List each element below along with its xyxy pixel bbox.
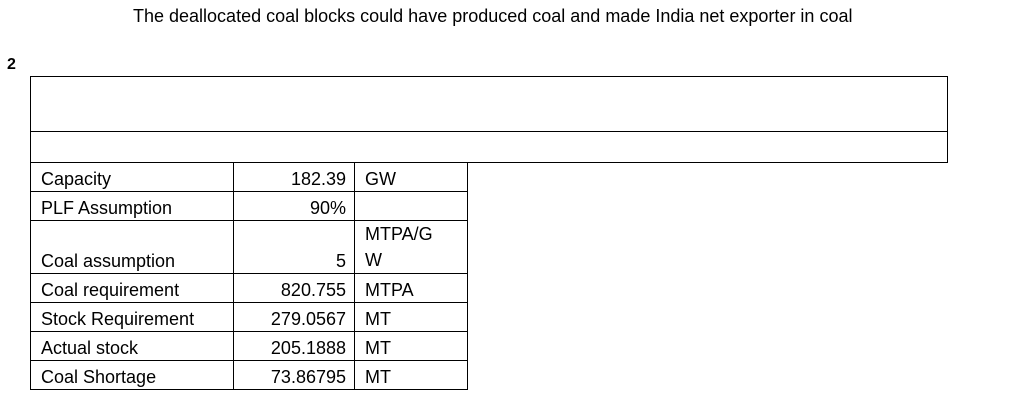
row-value: 5	[233, 220, 355, 274]
row-value: 182.39	[233, 162, 355, 192]
table-row: PLF Assumption 90%	[30, 191, 468, 221]
row-unit	[354, 191, 468, 221]
row-unit: MTPA/GW	[354, 220, 468, 274]
page-number: 2	[7, 56, 16, 73]
table-row: Capacity 182.39 GW	[30, 162, 468, 192]
table-row: Coal assumption 5 MTPA/GW	[30, 220, 468, 274]
row-unit-text: MTPA/GW	[365, 224, 433, 270]
row-value: 279.0567	[233, 302, 355, 332]
coal-calculation-table: Capacity 182.39 GW PLF Assumption 90% Co…	[30, 162, 468, 390]
table-row: Coal requirement 820.755 MTPA	[30, 273, 468, 303]
table-row: Actual stock 205.1888 MT	[30, 331, 468, 361]
empty-table-row-top	[30, 76, 948, 132]
row-value: 205.1888	[233, 331, 355, 361]
row-label: Actual stock	[30, 331, 234, 361]
row-value: 73.86795	[233, 360, 355, 390]
empty-table-row-middle	[30, 131, 948, 163]
row-label: Coal assumption	[30, 220, 234, 274]
row-unit: MT	[354, 302, 468, 332]
table-row: Stock Requirement 279.0567 MT	[30, 302, 468, 332]
row-value: 90%	[233, 191, 355, 221]
row-label: Coal Shortage	[30, 360, 234, 390]
row-label: Capacity	[30, 162, 234, 192]
row-unit: MT	[354, 360, 468, 390]
row-label: Coal requirement	[30, 273, 234, 303]
page-heading: The deallocated coal blocks could have p…	[133, 6, 853, 26]
row-label: Stock Requirement	[30, 302, 234, 332]
row-label: PLF Assumption	[30, 191, 234, 221]
row-value: 820.755	[233, 273, 355, 303]
table-row: Coal Shortage 73.86795 MT	[30, 360, 468, 390]
row-unit: MTPA	[354, 273, 468, 303]
row-unit: GW	[354, 162, 468, 192]
row-unit: MT	[354, 331, 468, 361]
